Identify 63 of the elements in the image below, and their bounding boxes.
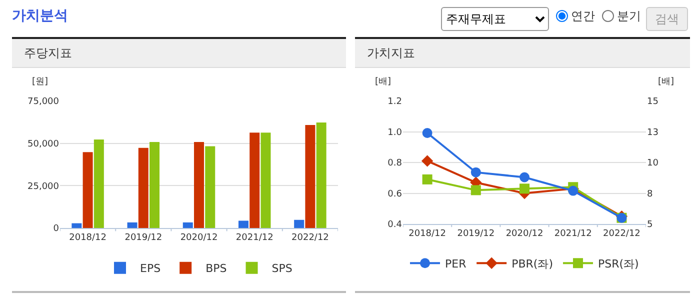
bar [260,132,271,228]
x-tick-label: 2020/12 [180,232,218,243]
x-tick-label: 2021/12 [554,228,592,239]
y-tick-label: 1.0 [388,128,402,138]
y-tick-label: 0.4 [388,220,402,230]
x-tick-label: 2018/12 [69,232,106,243]
point [568,186,578,196]
legend-label: PER [445,257,467,270]
x-tick-label: 2019/12 [124,232,162,243]
y-tick-label: 0.8 [388,158,402,169]
y-tick-label: 50,000 [28,139,60,150]
legend-label: BPS [206,262,227,276]
x-tick-label: 2021/12 [236,232,274,243]
y2-tick-label: 10 [647,158,659,169]
bar [82,152,93,228]
bar [138,148,148,228]
y2-tick-label: 5 [647,220,653,230]
y-tick-label: 25,000 [28,182,60,192]
bar [305,125,316,228]
bar [182,222,193,228]
x-tick-label: 2018/12 [408,228,446,239]
text: 연간 [571,8,595,25]
bar [316,122,326,228]
y-tick-label: 75,000 [28,97,60,108]
y-axis-title: [원] [32,77,48,87]
chart-title: 주당지표 [12,37,346,68]
point [520,184,530,194]
dropdown: 주재무제표 [441,7,549,31]
bar [94,139,104,228]
bar [194,142,204,228]
y2-tick-label: 8 [647,189,653,200]
x-tick-label: 2022/12 [292,232,329,243]
bar [72,223,82,228]
y2-axis-title: [배] [658,77,674,87]
y-axis-title: [배] [375,77,392,87]
legend-label: EPS [140,262,161,276]
legend-label: SPS [272,262,292,276]
bar [127,222,138,228]
legend-label: PBR(좌) [512,257,553,270]
point [422,174,432,184]
button: 검색 [646,7,688,31]
point [422,128,432,138]
text: 분기 [617,8,641,25]
chart-title: 가치지표 [355,37,690,68]
point [421,155,434,167]
x-tick-label: 2022/12 [603,228,640,239]
y-tick-label: 0.6 [388,189,402,200]
y2-tick-label: 13 [647,128,658,138]
y-tick-label: 1.2 [388,97,402,108]
text: 가치분석 [12,7,68,25]
x-tick-label: 2020/12 [506,228,544,239]
bar [150,142,160,228]
bar [205,146,216,228]
point [470,167,481,178]
bar [238,220,248,228]
y2-tick-label: 15 [647,97,658,108]
x-tick-label: 2019/12 [457,228,495,239]
legend-label: PSR(좌) [598,257,639,270]
point [520,172,530,182]
bar [250,132,260,228]
y-tick-label: 0 [53,224,60,234]
point [470,185,481,196]
bar [294,220,304,228]
